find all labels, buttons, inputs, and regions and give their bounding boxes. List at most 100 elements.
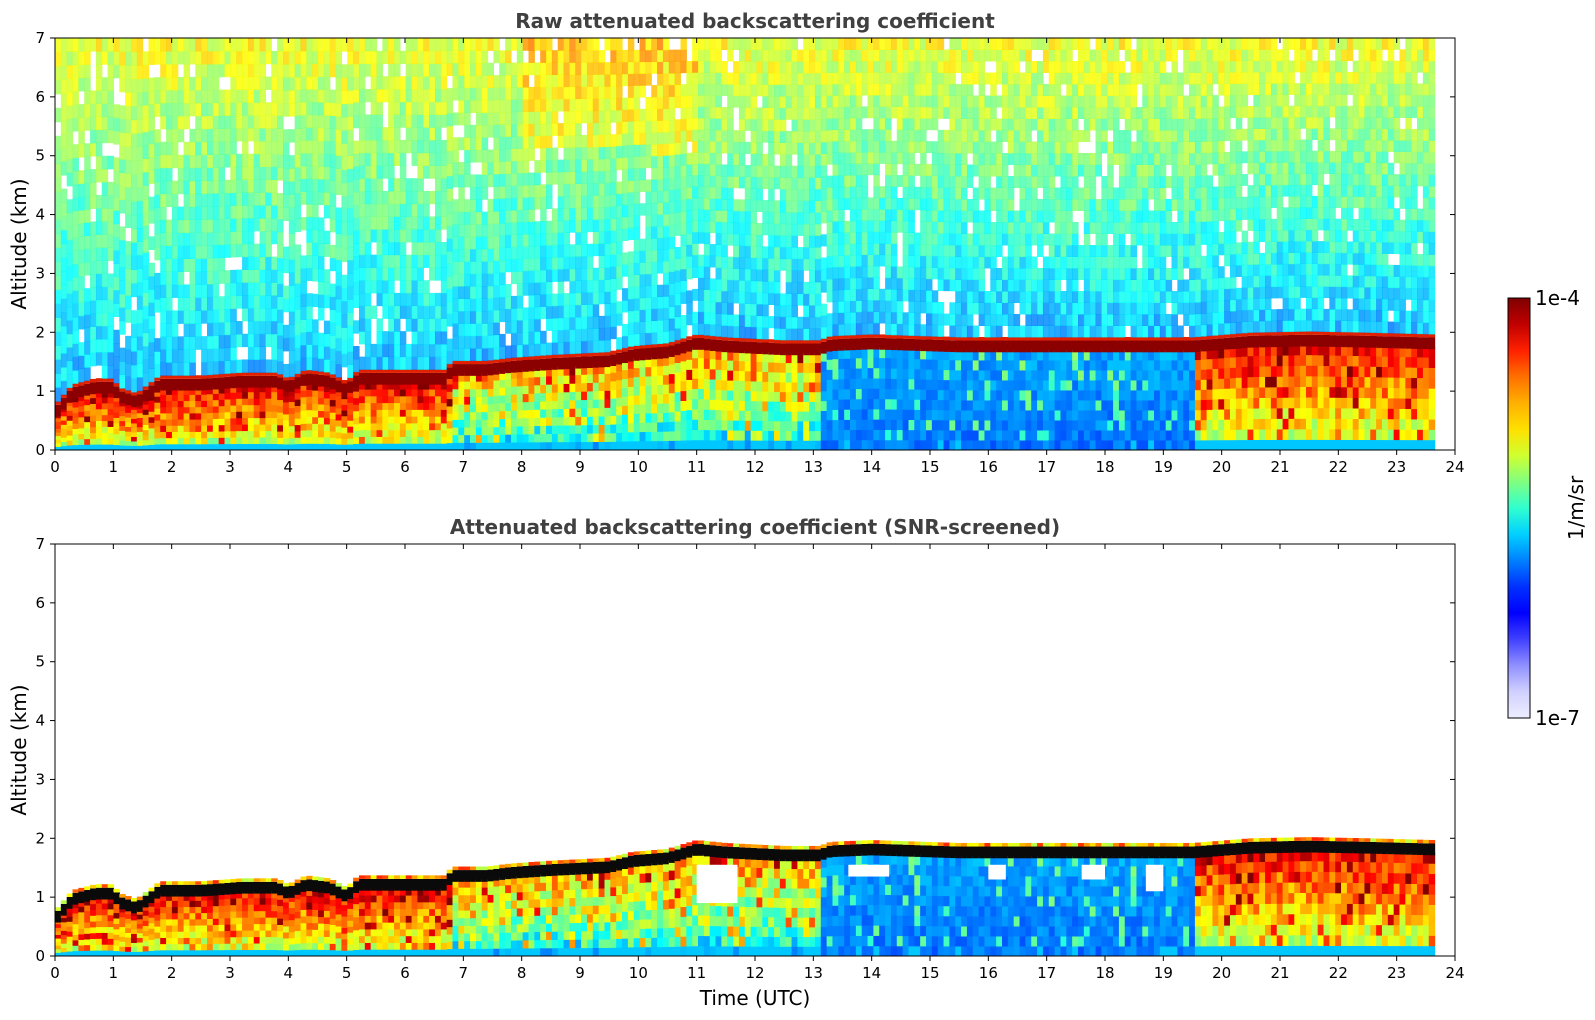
layer-edge-cell [464,360,471,365]
noise-cell [487,87,495,101]
heatmap-cell [148,394,155,401]
noise-cell [668,73,676,86]
noise-cell [510,320,518,334]
noise-cell [803,38,810,51]
heatmap-cell [206,425,214,432]
noise-cell [727,49,734,62]
noise-cell [72,250,79,265]
noise-cell [686,72,693,85]
heatmap-cell [505,418,512,427]
layer-edge-cell [201,375,208,379]
noise-cell [218,89,226,104]
noise-cell [698,83,705,96]
noise-cell [698,95,705,107]
noise-cell [388,203,395,217]
heatmap-cell [662,412,670,423]
noise-cell [177,336,185,350]
noise-cell [347,246,354,261]
noise-cell [715,60,723,73]
layer-top-cell [323,375,331,388]
noise-cell [680,176,687,189]
noise-cell [277,218,284,233]
noise-cell [446,150,454,164]
noise-cell [95,273,103,288]
noise-cell [727,210,734,223]
heatmap-cell [756,381,763,392]
noise-cell [616,73,623,87]
layer-top-cell [55,404,62,417]
noise-cell [242,192,249,206]
noise-cell [493,272,500,286]
noise-cell [826,233,834,245]
heatmap-cell [353,423,360,431]
noise-cell [516,123,524,137]
noise-cell [551,269,559,282]
heatmap-cell [774,411,781,422]
heatmap-cell [797,430,804,441]
noise-cell [265,38,272,52]
heatmap-cell [376,382,383,390]
noise-cell [154,285,161,300]
noise-cell [516,320,524,333]
noise-cell [809,305,816,318]
heatmap-cell [142,414,150,420]
noise-cell [253,346,261,360]
noise-cell [265,76,272,90]
layer-edge-cell [177,375,185,379]
heatmap-cell [470,427,477,436]
noise-cell [499,272,506,286]
noise-cell [259,89,267,103]
heatmap-cell [201,394,208,401]
noise-cell [130,65,138,80]
noise-cell [733,256,740,269]
noise-cell [651,96,658,110]
heatmap-column [201,38,208,450]
noise-cell [446,263,454,277]
noise-cell [446,288,454,302]
layer-top-cell [72,386,79,399]
noise-cell [242,205,249,219]
noise-cell [756,303,763,317]
heatmap-cell [616,388,623,398]
noise-cell [434,343,442,358]
heatmap-cell [750,410,758,421]
layer-edge-cell [72,383,79,387]
noise-cell [557,171,565,185]
noise-cell [750,61,758,74]
heatmap-cell [657,440,664,450]
noise-cell [265,153,272,168]
noise-cell [820,234,828,247]
noise-cell [405,127,413,141]
noise-cell [604,339,611,353]
heatmap-cell [107,432,115,439]
noise-cell [662,108,670,121]
heatmap-cell [674,430,682,441]
heatmap-column [347,38,354,450]
noise-cell [300,50,307,65]
noise-cell [265,166,272,180]
noise-cell [247,76,255,90]
noise-cell [581,243,588,257]
heatmap-cell [218,443,226,450]
noise-cell [592,328,600,341]
noise-cell [66,253,74,268]
noise-cell [101,273,109,288]
noise-cell [709,186,717,199]
layer-top-cell [487,363,495,376]
noise-cell [113,170,120,185]
noise-cell [779,235,787,248]
heatmap-cell [218,431,226,438]
heatmap-cell [113,422,120,429]
noise-cell [323,243,331,257]
noise-cell [242,333,249,348]
noise-cell [703,49,711,62]
heatmap-cell [370,443,378,450]
heatmap-cell [259,411,267,419]
heatmap-cell [277,386,284,394]
noise-cell [686,118,693,131]
noise-cell [838,186,845,199]
noise-cell [277,154,284,168]
heatmap-cell [347,408,354,415]
noise-cell [230,50,237,65]
noise-cell [703,277,711,290]
